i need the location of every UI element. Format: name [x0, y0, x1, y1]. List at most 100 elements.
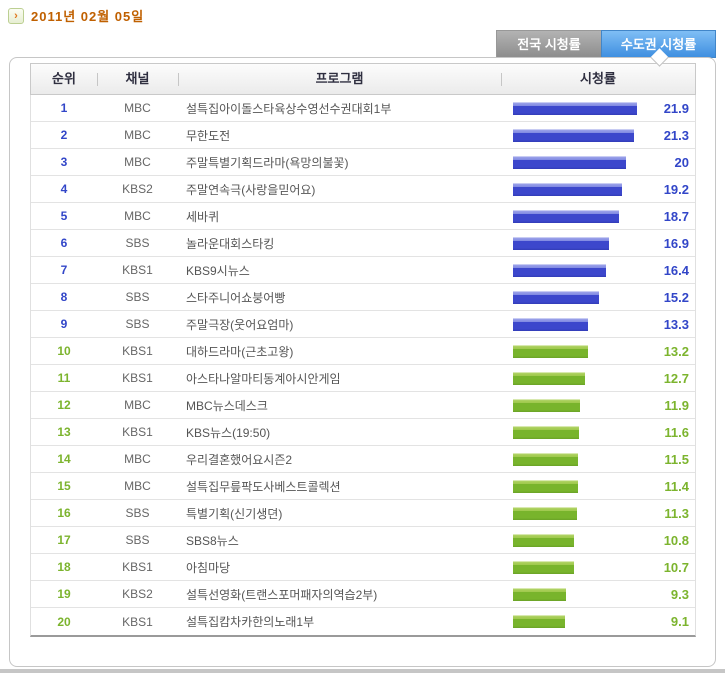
program-cell: 설특집아이돌스타육상수영선수권대회1부 [186, 101, 392, 116]
rating-cell: 11.9 [501, 392, 695, 419]
rank-cell: 11 [57, 371, 71, 385]
channel-cell: SBS [125, 236, 150, 250]
ratings-region-tabs: 전국 시청률 수도권 시청률 [496, 30, 716, 58]
channel-cell: KBS1 [122, 614, 153, 629]
channel-cell: SBS [125, 317, 150, 331]
program-cell: 무한도전 [186, 128, 231, 143]
rating-value: 12.7 [663, 370, 689, 386]
rank-cell: 9 [60, 317, 68, 331]
rating-value: 19.2 [663, 181, 689, 197]
program-cell: SBS8뉴스 [186, 533, 239, 548]
rating-value: 20 [674, 154, 689, 170]
arrow-bullet-icon: › [8, 7, 24, 24]
channel-cell: KBS1 [122, 344, 153, 358]
rating-cell: 20 [501, 149, 695, 176]
page-bottom-edge [0, 669, 725, 673]
table-row: 2 MBC 무한도전 21.3 [31, 122, 695, 149]
rating-cell: 10.7 [501, 554, 695, 581]
rating-value: 13.3 [663, 316, 689, 332]
channel-cell: SBS [125, 506, 150, 520]
date-header: › 2011년 02월 05일 [8, 6, 144, 25]
channel-cell: MBC [124, 128, 151, 142]
table-row: 19 KBS2 설특선영화(트랜스포머패자의역습2부) 9.3 [31, 581, 695, 608]
table-row: 8 SBS 스타주니어쇼붕어빵 15.2 [31, 284, 695, 311]
rating-value: 16.9 [663, 235, 689, 251]
rating-value: 11.4 [664, 478, 689, 494]
column-header-channel: 채널 [125, 71, 150, 86]
table-row: 9 SBS 주말극장(웃어요엄마) 13.3 [31, 311, 695, 338]
rank-cell: 4 [60, 182, 68, 196]
program-cell: 스타주니어쇼붕어빵 [186, 290, 286, 305]
rating-cell: 13.2 [501, 338, 695, 365]
rating-cell: 11.5 [501, 446, 695, 473]
rank-cell: 10 [57, 344, 71, 358]
program-cell: MBC뉴스데스크 [186, 398, 268, 413]
rating-value: 21.3 [663, 127, 689, 143]
table-row: 14 MBC 우리결혼했어요시즌2 11.5 [31, 446, 695, 473]
rating-value: 10.7 [663, 559, 689, 575]
rating-cell: 21.3 [501, 122, 695, 149]
rating-cell: 19.2 [501, 176, 695, 203]
table-row: 4 KBS2 주말연속극(사랑을믿어요) 19.2 [31, 176, 695, 203]
rating-value: 13.2 [663, 343, 689, 359]
column-header-program: 프로그램 [315, 71, 364, 86]
table-row: 11 KBS1 아스타나알마티동계아시안게임 12.7 [31, 365, 695, 392]
rating-bar [513, 479, 578, 493]
ratings-table: 순위 채널 프로그램 시청률 1 MBC 설특집아이돌스타육상수영선수권대회1부… [30, 63, 696, 637]
rating-value: 15.2 [663, 289, 689, 305]
program-cell: 아침마당 [186, 560, 231, 575]
table-body: 1 MBC 설특집아이돌스타육상수영선수권대회1부 21.9 2 MBC 무한도… [30, 95, 696, 637]
program-cell: 특별기획(신기생뎐) [186, 506, 283, 521]
program-cell: 설특집캄차카한의노래1부 [186, 615, 315, 629]
rating-bar [513, 452, 578, 466]
rating-value: 11.9 [664, 397, 689, 413]
table-row: 20 KBS1 설특집캄차카한의노래1부 9.1 [31, 608, 695, 635]
rating-cell: 10.8 [501, 527, 695, 554]
table-row: 17 SBS SBS8뉴스 10.8 [31, 527, 695, 554]
channel-cell: MBC [124, 101, 151, 115]
channel-cell: MBC [124, 209, 151, 223]
rank-cell: 20 [57, 614, 71, 629]
rating-cell: 18.7 [501, 203, 695, 230]
rating-cell: 15.2 [501, 284, 695, 311]
program-cell: KBS9시뉴스 [186, 263, 250, 278]
rating-cell: 16.4 [501, 257, 695, 284]
table-row: 1 MBC 설특집아이돌스타육상수영선수권대회1부 21.9 [31, 95, 695, 122]
rating-value: 11.5 [664, 451, 689, 467]
rating-bar [513, 398, 580, 412]
rank-cell: 1 [60, 101, 68, 115]
channel-cell: MBC [124, 479, 151, 493]
rating-bar [513, 209, 619, 223]
tab-national-ratings[interactable]: 전국 시청률 [496, 30, 601, 58]
rating-value: 9.3 [670, 586, 689, 602]
channel-cell: MBC [124, 452, 151, 466]
rank-cell: 16 [57, 506, 71, 520]
column-header-rating: 시청률 [580, 71, 616, 86]
channel-cell: KBS1 [122, 371, 153, 385]
rating-bar [513, 425, 579, 439]
table-row: 6 SBS 놀라운대회스타킹 16.9 [31, 230, 695, 257]
channel-cell: SBS [125, 290, 150, 304]
rating-bar [513, 155, 626, 169]
rank-cell: 5 [60, 209, 68, 223]
rating-bar [513, 587, 566, 601]
rating-cell: 11.4 [501, 473, 695, 500]
table-row: 13 KBS1 KBS뉴스(19:50) 11.6 [31, 419, 695, 446]
header-divider [178, 73, 179, 86]
rating-cell: 9.1 [501, 608, 695, 635]
rating-bar [513, 290, 599, 304]
date-label: 2011년 02월 05일 [31, 9, 145, 24]
rating-bar [513, 533, 574, 547]
rating-bar [513, 317, 588, 331]
rating-value: 16.4 [663, 262, 689, 278]
rank-cell: 14 [57, 452, 71, 466]
rank-cell: 7 [60, 263, 68, 277]
rank-cell: 6 [60, 236, 68, 250]
rank-cell: 3 [60, 155, 68, 169]
rating-bar [513, 371, 585, 385]
rating-cell: 13.3 [501, 311, 695, 338]
header-divider [97, 73, 98, 86]
rating-cell: 11.6 [501, 419, 695, 446]
channel-cell: KBS2 [122, 587, 153, 601]
rating-value: 18.7 [663, 208, 689, 224]
